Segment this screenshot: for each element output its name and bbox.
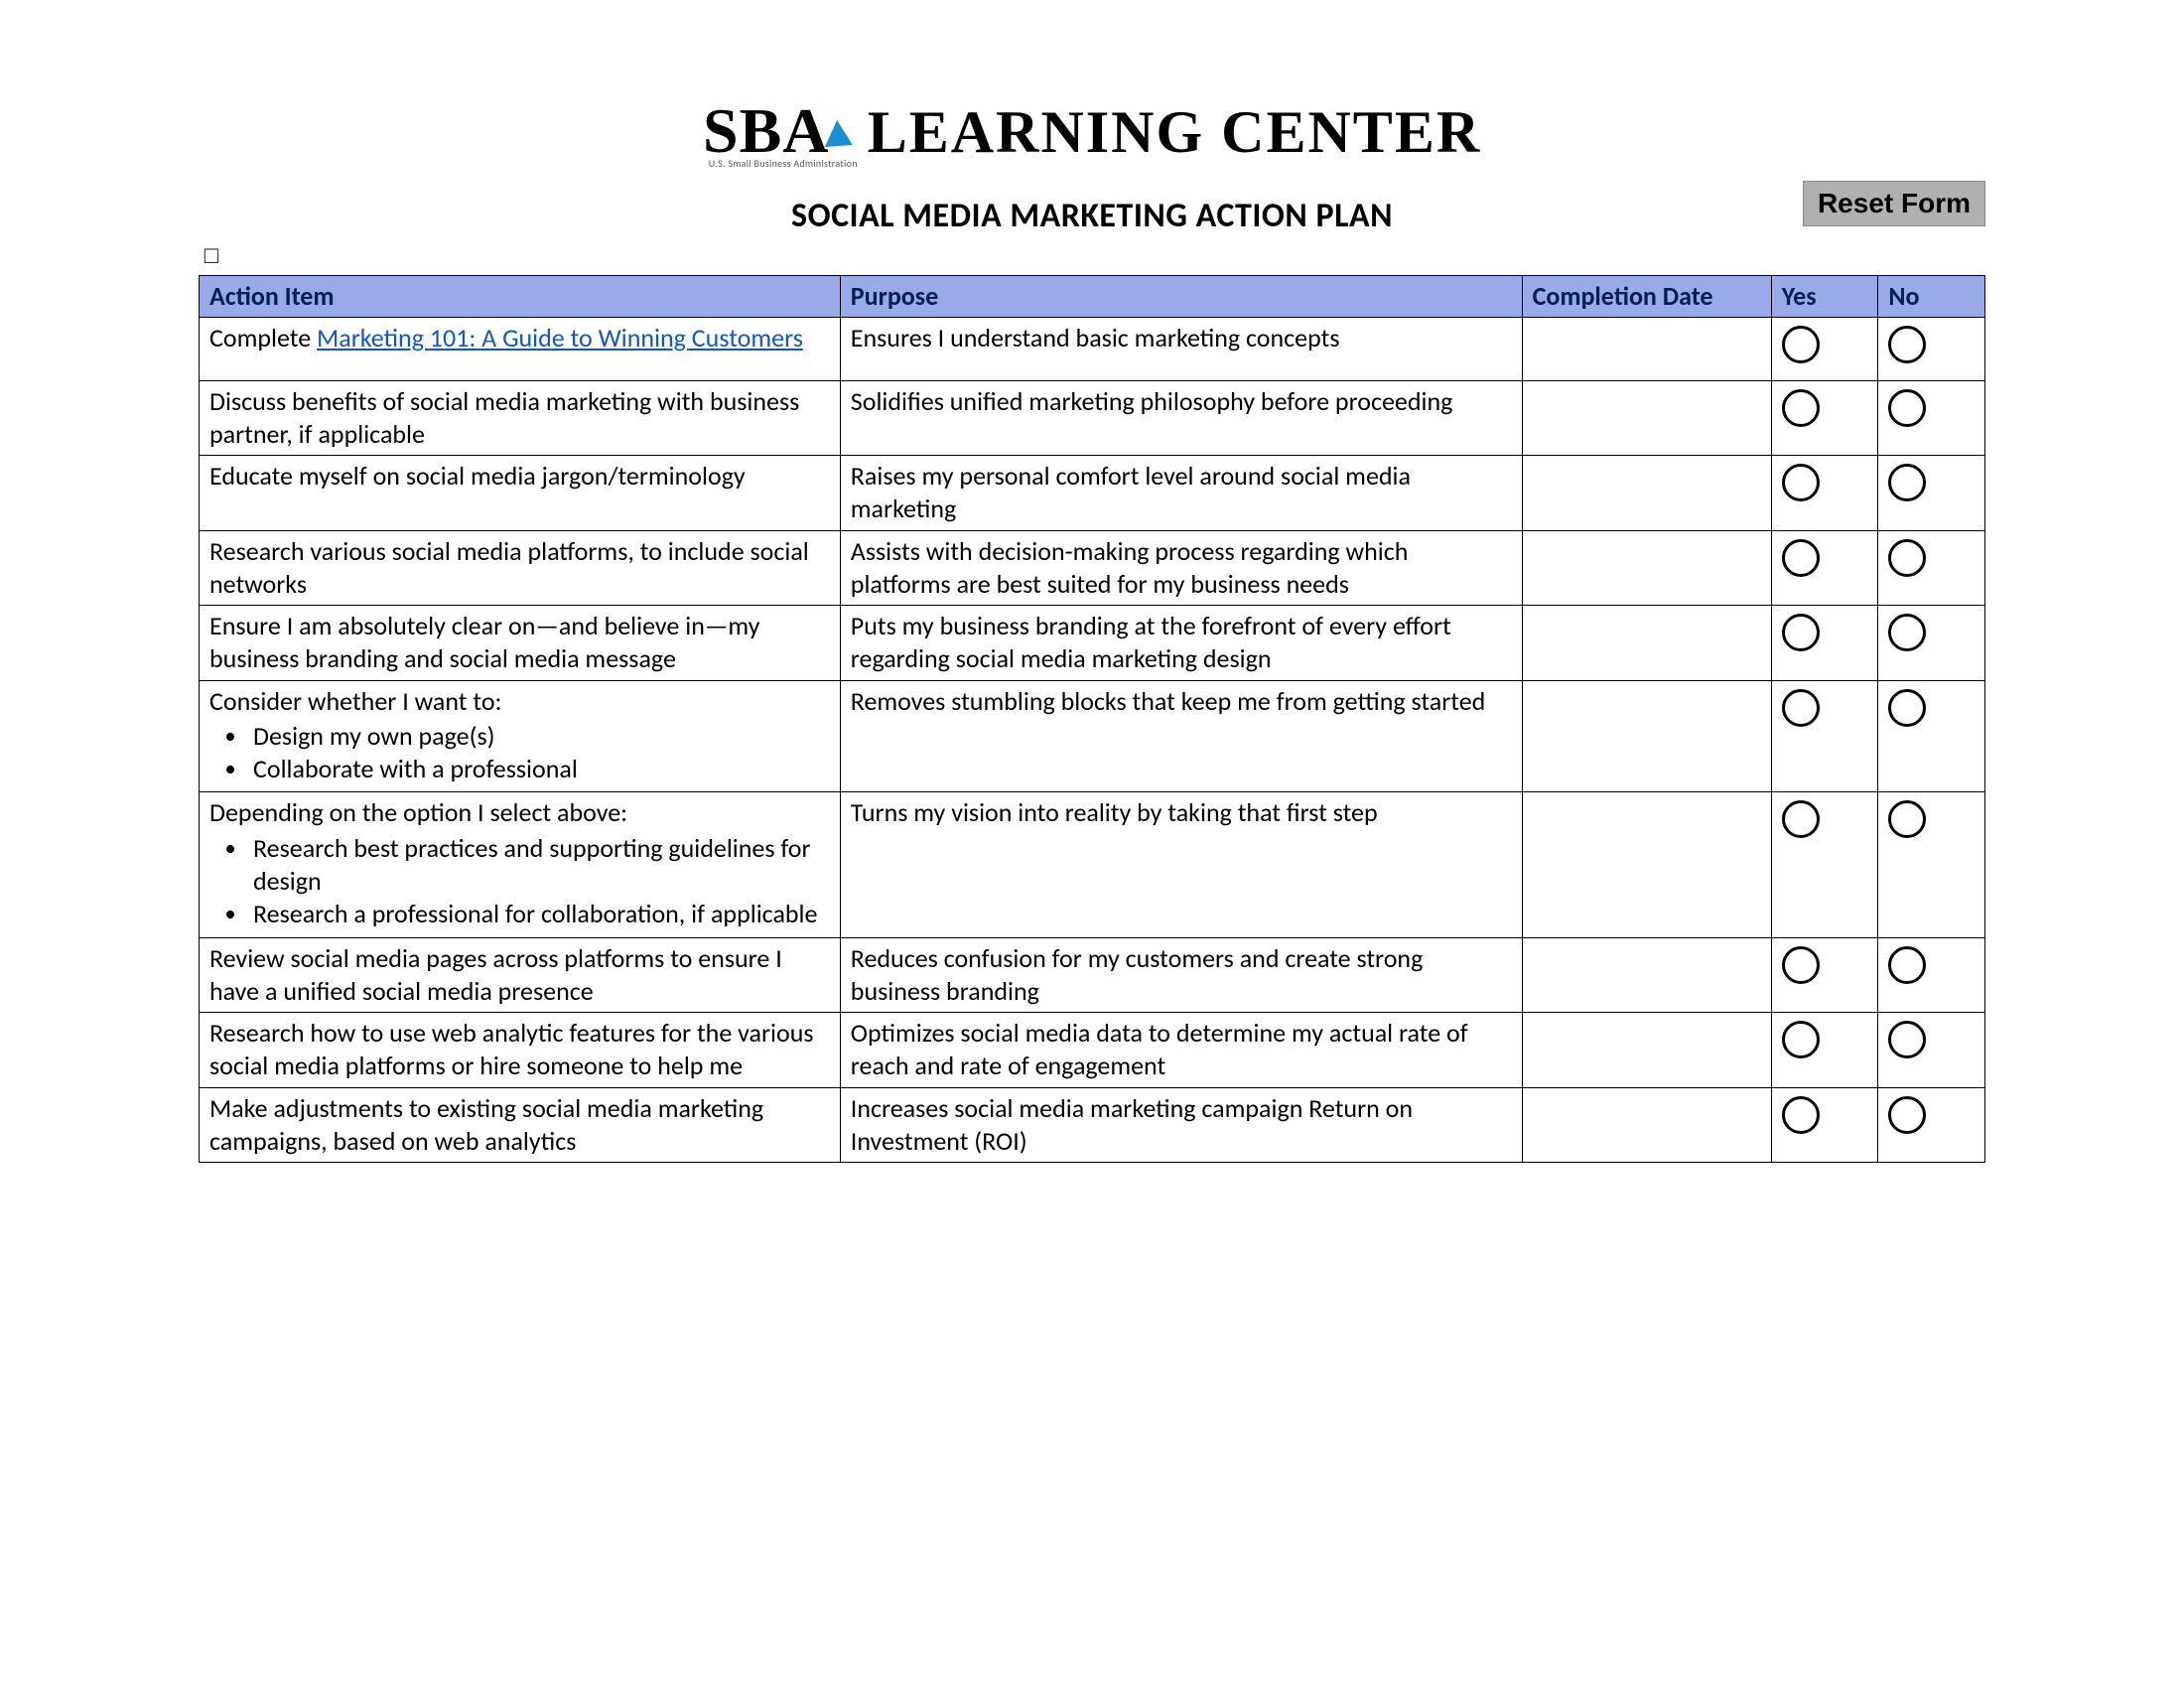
cell-action: Educate myself on social media jargon/te… — [200, 456, 841, 531]
cell-purpose: Raises my personal comfort level around … — [840, 456, 1522, 531]
cell-action: Discuss benefits of social media marketi… — [200, 380, 841, 456]
cell-purpose: Ensures I understand basic marketing con… — [840, 318, 1522, 380]
table-row: Educate myself on social media jargon/te… — [200, 456, 1985, 531]
cell-action: Research how to use web analytic feature… — [200, 1013, 841, 1088]
col-date: Completion Date — [1522, 276, 1771, 318]
yes-radio[interactable] — [1782, 464, 1820, 501]
logo-sba-text: SBA — [703, 95, 858, 166]
yes-radio[interactable] — [1782, 689, 1820, 727]
completion-date-input[interactable] — [1522, 1087, 1771, 1163]
cell-purpose: Puts my business branding at the forefro… — [840, 606, 1522, 681]
cell-purpose: Increases social media marketing campaig… — [840, 1087, 1522, 1163]
table-row: Consider whether I want to: Design my ow… — [200, 680, 1985, 792]
col-purpose: Purpose — [840, 276, 1522, 318]
table-header-row: Action Item Purpose Completion Date Yes … — [200, 276, 1985, 318]
bullet-item: Design my own page(s) — [249, 720, 830, 753]
cell-action: Review social media pages across platfor… — [200, 937, 841, 1013]
completion-date-input[interactable] — [1522, 792, 1771, 937]
col-yes: Yes — [1771, 276, 1878, 318]
cell-purpose: Turns my vision into reality by taking t… — [840, 792, 1522, 937]
cell-purpose: Reduces confusion for my customers and c… — [840, 937, 1522, 1013]
completion-date-input[interactable] — [1522, 530, 1771, 606]
cell-action: Consider whether I want to: Design my ow… — [200, 680, 841, 792]
completion-date-input[interactable] — [1522, 937, 1771, 1013]
logo-sba-block: SBA U.S. Small Business Administration — [703, 99, 858, 170]
no-radio[interactable] — [1888, 1021, 1926, 1058]
no-radio[interactable] — [1888, 946, 1926, 984]
logo-sba-letters: SBA — [703, 95, 830, 166]
cell-action: Research various social media platforms,… — [200, 530, 841, 606]
no-radio[interactable] — [1888, 689, 1926, 727]
cell-action: Ensure I am absolutely clear on—and beli… — [200, 606, 841, 681]
completion-date-input[interactable] — [1522, 318, 1771, 380]
yes-radio[interactable] — [1782, 1096, 1820, 1134]
bullet-item: Research best practices and supporting g… — [249, 832, 830, 899]
yes-radio[interactable] — [1782, 539, 1820, 577]
table-row: Research various social media platforms,… — [200, 530, 1985, 606]
completion-date-input[interactable] — [1522, 456, 1771, 531]
yes-radio[interactable] — [1782, 800, 1820, 838]
header: SBA U.S. Small Business Administration L… — [199, 99, 1985, 236]
yes-radio[interactable] — [1782, 1021, 1820, 1058]
no-radio[interactable] — [1888, 539, 1926, 577]
completion-date-input[interactable] — [1522, 1013, 1771, 1088]
action-bullets: Design my own page(s) Collaborate with a… — [249, 720, 830, 786]
action-plan-table: Action Item Purpose Completion Date Yes … — [199, 275, 1985, 1163]
action-intro: Consider whether I want to: — [209, 685, 502, 717]
logo-triangle-icon — [823, 119, 853, 147]
no-radio[interactable] — [1888, 389, 1926, 427]
table-row: Make adjustments to existing social medi… — [200, 1087, 1985, 1163]
reset-form-button[interactable]: Reset Form — [1803, 181, 1985, 226]
cell-action: Depending on the option I select above: … — [200, 792, 841, 937]
completion-date-input[interactable] — [1522, 606, 1771, 681]
table-row: Discuss benefits of social media marketi… — [200, 380, 1985, 456]
no-radio[interactable] — [1888, 614, 1926, 651]
action-intro: Depending on the option I select above: — [209, 796, 627, 828]
page: SBA U.S. Small Business Administration L… — [0, 0, 2184, 1688]
action-bullets: Research best practices and supporting g… — [249, 832, 830, 931]
logo-learning-text: LEARNING CENTER — [868, 102, 1481, 162]
table-row: Depending on the option I select above: … — [200, 792, 1985, 937]
table-row: Ensure I am absolutely clear on—and beli… — [200, 606, 1985, 681]
yes-radio[interactable] — [1782, 946, 1820, 984]
page-title: SOCIAL MEDIA MARKETING ACTION PLAN — [199, 196, 1985, 236]
table-row: Review social media pages across platfor… — [200, 937, 1985, 1013]
stray-checkbox[interactable]: ☐ — [203, 244, 1985, 269]
no-radio[interactable] — [1888, 326, 1926, 363]
cell-purpose: Assists with decision-making process reg… — [840, 530, 1522, 606]
bullet-item: Collaborate with a professional — [249, 753, 830, 785]
yes-radio[interactable] — [1782, 326, 1820, 363]
completion-date-input[interactable] — [1522, 680, 1771, 792]
marketing-101-link[interactable]: Marketing 101: A Guide to Winning Custom… — [317, 322, 803, 353]
cell-purpose: Removes stumbling blocks that keep me fr… — [840, 680, 1522, 792]
yes-radio[interactable] — [1782, 389, 1820, 427]
cell-purpose: Optimizes social media data to determine… — [840, 1013, 1522, 1088]
cell-action: Complete Marketing 101: A Guide to Winni… — [200, 318, 841, 380]
col-action: Action Item — [200, 276, 841, 318]
no-radio[interactable] — [1888, 464, 1926, 501]
no-radio[interactable] — [1888, 800, 1926, 838]
no-radio[interactable] — [1888, 1096, 1926, 1134]
table-row: Research how to use web analytic feature… — [200, 1013, 1985, 1088]
yes-radio[interactable] — [1782, 614, 1820, 651]
bullet-item: Research a professional for collaboratio… — [249, 898, 830, 930]
col-no: No — [1878, 276, 1985, 318]
completion-date-input[interactable] — [1522, 380, 1771, 456]
cell-purpose: Solidifies unified marketing philosophy … — [840, 380, 1522, 456]
cell-action: Make adjustments to existing social medi… — [200, 1087, 841, 1163]
table-row: Complete Marketing 101: A Guide to Winni… — [200, 318, 1985, 380]
logo: SBA U.S. Small Business Administration L… — [703, 99, 1481, 170]
action-prefix: Complete — [209, 322, 317, 353]
